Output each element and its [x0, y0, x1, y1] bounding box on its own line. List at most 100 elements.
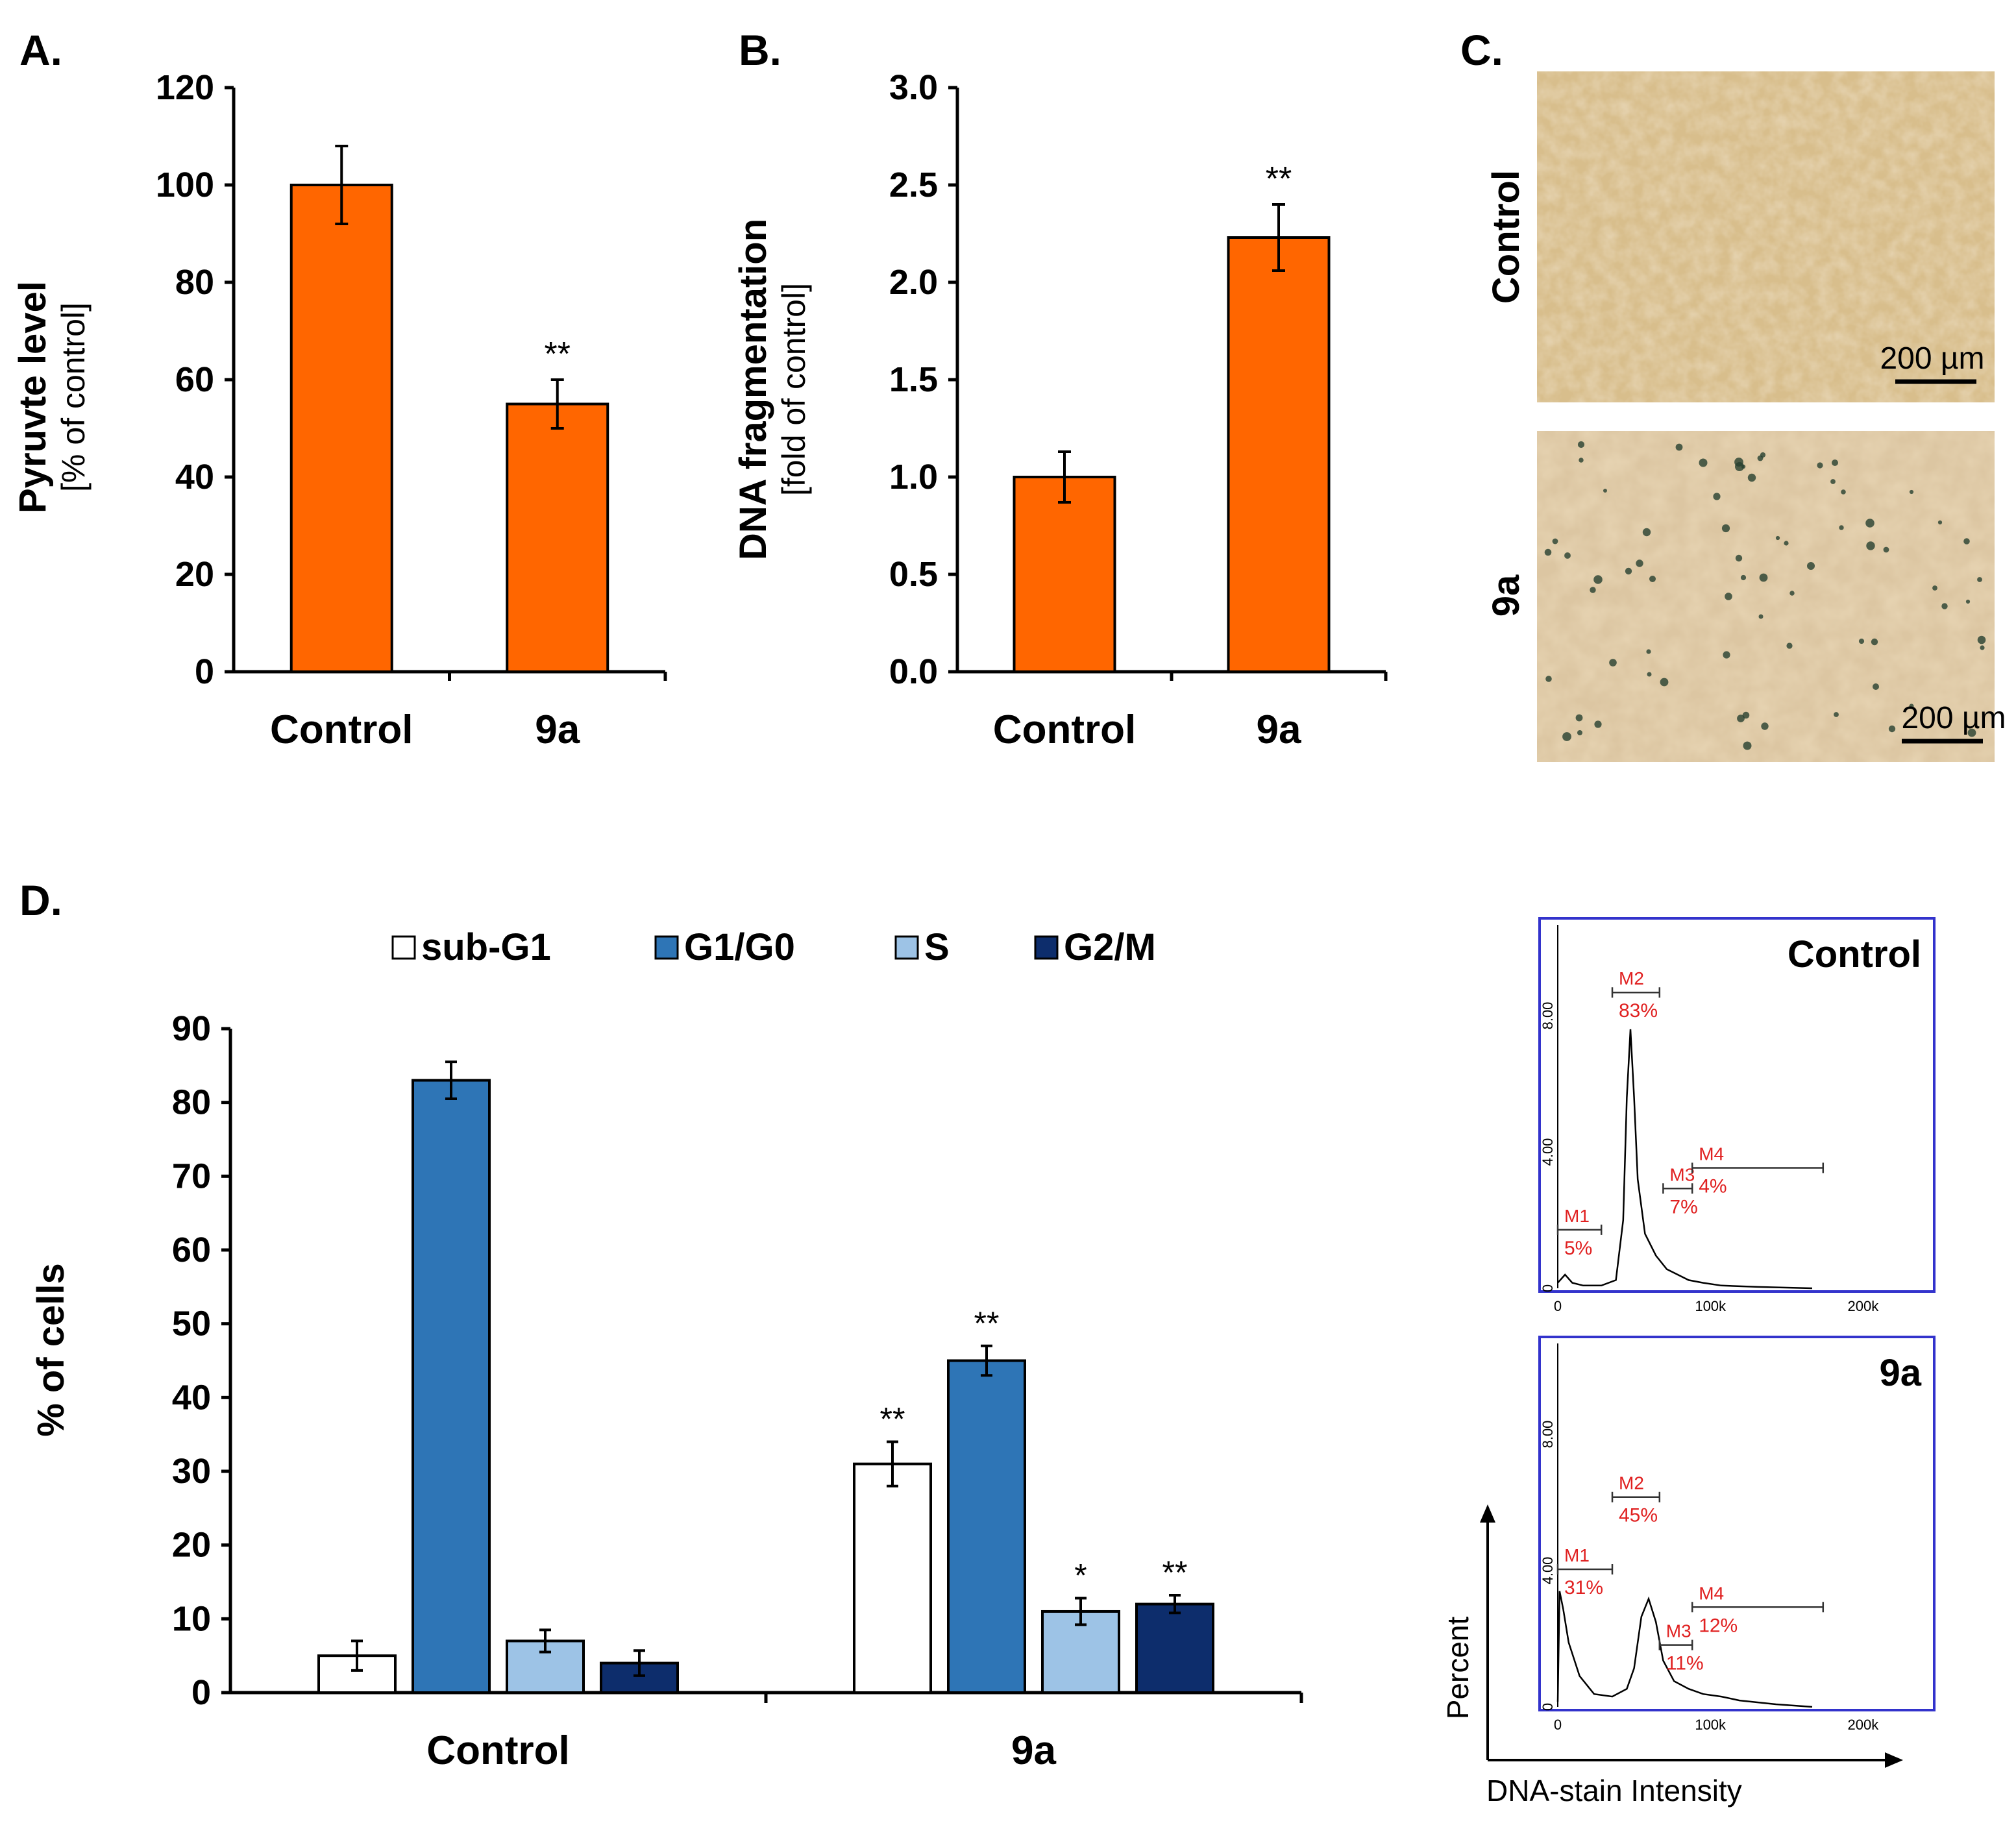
error-bar	[887, 1440, 898, 1488]
y-tick-label: 60	[172, 1231, 211, 1269]
significance-marker: **	[1266, 160, 1292, 198]
y-tick-label: 1.5	[889, 360, 938, 399]
gate-marker	[1691, 1162, 1825, 1173]
y-tick-label: 80	[175, 263, 214, 302]
micrograph-control: Control 200 µm	[1485, 71, 1995, 402]
y-tick-label: 20	[172, 1526, 211, 1565]
histogram-x-tick-label: 0	[1554, 1298, 1562, 1314]
legend: sub-G1 G1/G0 S G2/M	[391, 926, 1156, 968]
bar	[947, 1359, 1026, 1694]
bar	[853, 1462, 932, 1694]
gate-marker	[1691, 1602, 1825, 1613]
histogram-frame	[1538, 917, 1936, 1293]
histogram-curve	[1556, 1591, 1813, 1708]
panel-a-plot: 0 20 40 60 80 100 120 Control ** 9a	[156, 68, 667, 752]
gate-marker-percent: 83%	[1619, 1000, 1658, 1022]
histogram-x-tick-label: 200k	[1848, 1717, 1880, 1733]
error-bar	[981, 1344, 992, 1377]
y-tick-label: 1.0	[889, 458, 938, 496]
micrograph-control-label: Control	[1485, 170, 1527, 304]
gate-marker-percent: 7%	[1669, 1196, 1697, 1218]
histogram-x-tick-label: 100k	[1695, 1717, 1727, 1733]
significance-marker: **	[974, 1305, 1000, 1341]
y-tick-label: 40	[175, 458, 214, 496]
error-bar	[550, 378, 564, 430]
gate-marker-name: M3	[1666, 1621, 1691, 1641]
y-tick-label: 40	[172, 1378, 211, 1417]
scale-bar-label: 200 µm	[1901, 701, 2006, 735]
y-tick-label: 30	[172, 1452, 211, 1491]
gate-marker	[1556, 1224, 1603, 1235]
legend-label: sub-G1	[421, 926, 551, 968]
histogram-label: 9a	[1879, 1352, 1921, 1394]
micrograph-9a-label: 9a	[1485, 574, 1527, 617]
error-bar	[445, 1060, 457, 1100]
gate-marker-percent: 45%	[1619, 1505, 1658, 1526]
error-bar	[1272, 203, 1285, 272]
bar	[1013, 476, 1116, 673]
panel-d: D. % of cells sub-G1 G1/G0 S G2/M 0 10 20 30 40…	[19, 876, 1303, 1773]
y-tick-label: 0	[195, 652, 214, 691]
histogram-x-tick-label: 200k	[1848, 1298, 1880, 1314]
y-tick-label: 0	[191, 1673, 211, 1712]
gate-marker-name: M4	[1699, 1144, 1724, 1164]
gate-marker-name: M4	[1699, 1583, 1724, 1603]
histogram-y-tick-label: 0	[1540, 1284, 1556, 1292]
histogram-x-tick-label: 0	[1554, 1717, 1562, 1733]
y-tick-label: 10	[172, 1599, 211, 1638]
micrograph-9a: 9a 200 µm	[1485, 431, 2006, 762]
histogram-x-tick-label: 100k	[1695, 1298, 1727, 1314]
histogram-y-tick-label: 0	[1540, 1703, 1556, 1711]
y-tick-label: 3.0	[889, 68, 938, 107]
histogram-y-tick-label: 4.00	[1540, 1557, 1556, 1585]
bar	[289, 184, 393, 673]
y-tick-label: 50	[172, 1304, 211, 1343]
histogram-y-tick-label: 8.00	[1540, 1002, 1556, 1030]
gate-marker-name: M3	[1669, 1164, 1695, 1184]
x-category-label: Control	[270, 707, 413, 752]
histogram-xlabel: DNA-stain Intensity	[1486, 1774, 1742, 1807]
x-category-label: 9a	[1011, 1728, 1056, 1773]
histogram-y-tick-label: 4.00	[1540, 1138, 1556, 1166]
legend-swatch	[1034, 935, 1059, 960]
error-bar	[1075, 1597, 1087, 1626]
gate-marker	[1556, 1564, 1614, 1574]
gate-marker-name: M1	[1564, 1545, 1590, 1565]
y-tick-label: 80	[172, 1083, 211, 1122]
error-bar	[1169, 1593, 1181, 1615]
histograms: 0 4.00 8.00 0 100k 200k M1 5% M2 83% M3 7% M4 4% Contr…	[1441, 917, 1936, 1807]
histogram-ylabel: Percent	[1441, 1617, 1475, 1720]
significance-marker: **	[545, 336, 571, 373]
x-category-label: Control	[426, 1728, 569, 1773]
gate-marker-name: M1	[1564, 1206, 1590, 1226]
gate-marker	[1662, 1183, 1693, 1194]
histogram-9a: 0 4.00 8.00 0 100k 200k M1 31% M2 45% M3 11% M4 12% 9a	[1538, 1336, 1936, 1733]
y-tick-label: 60	[175, 360, 214, 399]
gate-marker-percent: 11%	[1666, 1653, 1704, 1674]
y-tick-label: 0.0	[889, 652, 938, 691]
bar	[1135, 1602, 1214, 1695]
panel-b-ylabel: DNA fragmentation	[732, 219, 774, 560]
error-bar	[335, 145, 349, 225]
histogram-control: 0 4.00 8.00 0 100k 200k M1 5% M2 83% M3 7% M4 4% Contr…	[1538, 917, 1936, 1314]
gate-marker-name: M2	[1619, 968, 1644, 988]
x-category-label: Control	[993, 707, 1136, 752]
error-bar	[1058, 450, 1071, 504]
legend-swatch	[894, 935, 919, 960]
histogram-y-tick-label: 8.00	[1540, 1421, 1556, 1449]
error-bar	[539, 1628, 551, 1654]
panel-a-label: A.	[19, 26, 62, 74]
significance-marker: **	[880, 1401, 905, 1438]
histogram-label: Control	[1788, 933, 1921, 975]
y-tick-label: 100	[156, 165, 214, 204]
error-bar	[633, 1649, 645, 1677]
gate-marker-percent: 4%	[1699, 1176, 1727, 1197]
y-tick-label: 120	[156, 68, 214, 107]
gate-marker-name: M2	[1619, 1473, 1644, 1493]
scale-bar-label: 200 µm	[1880, 341, 1984, 376]
gate-marker	[1611, 987, 1661, 998]
y-tick-label: 90	[172, 1009, 211, 1048]
y-tick-label: 20	[175, 555, 214, 594]
